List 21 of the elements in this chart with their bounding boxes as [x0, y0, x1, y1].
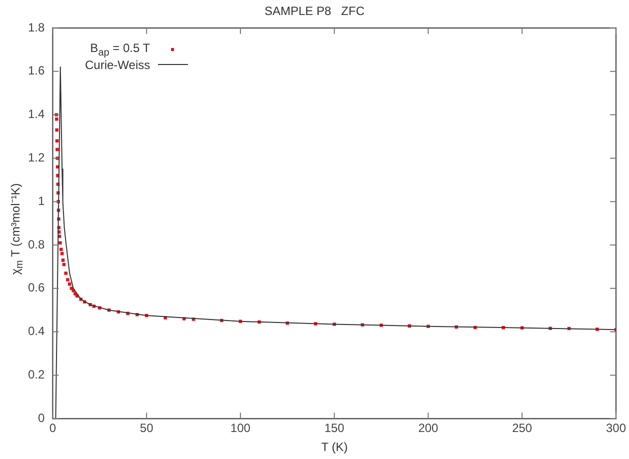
y-tick-label: 0.4	[28, 324, 45, 338]
y-tick-label: 0	[38, 410, 45, 425]
y-tick-label: 1.8	[28, 20, 45, 34]
y-tick-label: 0.2	[28, 368, 45, 382]
chart-title: SAMPLE P8 ZFC	[263, 4, 366, 18]
x-tick-label: 0	[49, 421, 56, 436]
x-axis-title: T (K)	[320, 440, 349, 454]
x-tick-label: 50	[140, 421, 154, 436]
legend-label: Curie-Weiss	[85, 58, 150, 72]
x-tick-label: 200	[418, 421, 439, 436]
y-tick-label: 0.8	[28, 237, 45, 252]
x-tick-label: 100	[230, 421, 251, 436]
y-tick-label: 1	[38, 194, 45, 208]
x-tick-label: 150	[324, 421, 345, 436]
y-tick-label: 0.6	[28, 280, 45, 295]
y-tick-label: 1.6	[28, 64, 45, 78]
legend-label: B$_{ap}$ = 0.5 T	[90, 40, 150, 58]
y-tick-label: 1.2	[28, 150, 45, 165]
y-tick-label: 1.4	[28, 107, 45, 122]
x-tick-label: 250	[512, 421, 532, 436]
x-tick-label: 300	[606, 421, 626, 436]
